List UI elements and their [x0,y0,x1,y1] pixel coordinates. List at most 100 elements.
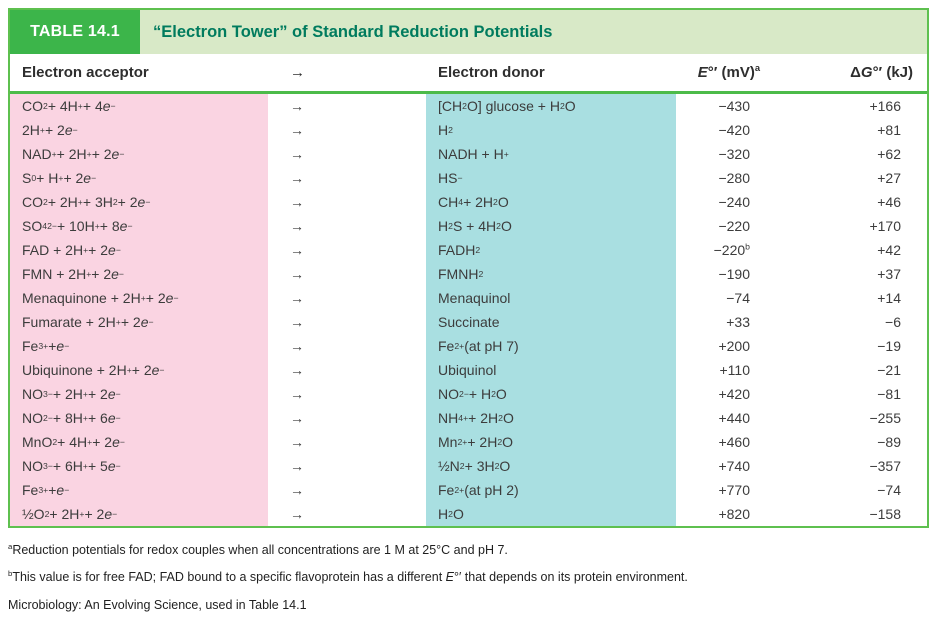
table-row: Fe 3+ + e − → Fe 2+ (at pH 7) +200 −19 [10,334,927,358]
dg-cell: +81 [877,122,901,138]
donor-cell: FADH 2 [426,238,676,262]
acceptor-cell: Fumarate + 2H + + 2 e − [10,310,268,334]
dg-cell: −74 [877,482,901,498]
acceptor-cell: MnO 2 + 4H + + 2 e − [10,430,268,454]
emv-cell: −430 [718,98,750,114]
table-row: CO 2 + 4H + + 4 e − → [CH 2 O] glucose + H 2 O −430… [10,94,927,118]
table-row: Fumarate + 2H + + 2 e − → Succinate +33 −6 [10,310,927,334]
arrow-cell: → [290,290,304,306]
arrow-cell: → [290,410,304,426]
arrow-cell: → [290,314,304,330]
emv-cell: −74 [726,290,750,306]
acceptor-cell: SO 4 2− + 10H + + 8 e − [10,214,268,238]
column-header-row: Electron acceptor → Electron donor E°′ (… [10,54,927,94]
donor-cell: HS − [426,166,676,190]
dg-cell: −6 [885,314,901,330]
arrow-cell: → [290,242,304,258]
emv-cell: +460 [718,434,750,450]
dg-cell: +14 [877,290,901,306]
dg-cell: +27 [877,170,901,186]
table-row: NO 2− + 8H + + 6 e − → NH 4 + + 2H 2 O +440 −255 [10,406,927,430]
arrow-cell: → [290,506,304,522]
acceptor-cell: FAD + 2H + + 2 e − [10,238,268,262]
donor-cell: NH 4 + + 2H 2 O [426,406,676,430]
dg-cell: +166 [869,98,901,114]
emv-cell: −420 [718,122,750,138]
column-header-acceptor: Electron acceptor [22,64,149,81]
arrow-cell: → [290,338,304,354]
arrow-cell: → [290,266,304,282]
donor-cell: Fe 2+ (at pH 2) [426,478,676,502]
dg-cell: +170 [869,218,901,234]
emv-cell: +110 [719,362,751,378]
donor-cell: Succinate [426,310,676,334]
dg-cell: −21 [877,362,901,378]
dg-cell: −89 [877,434,901,450]
dg-cell: −19 [877,338,901,354]
table-row: Ubiquinone + 2H + + 2 e − → Ubiquinol +110 −21 [10,358,927,382]
acceptor-cell: FMN + 2H + + 2 e − [10,262,268,286]
table-header-band: TABLE 14.1 “Electron Tower” of Standard … [10,10,927,54]
acceptor-cell: ½O 2 + 2H + + 2 e − [10,502,268,526]
table-row: MnO 2 + 4H + + 2 e − → Mn 2+ + 2H 2 O +460 −89 [10,430,927,454]
acceptor-cell: NO 2− + 8H + + 6 e − [10,406,268,430]
table-title-strip: “Electron Tower” of Standard Reduction P… [140,10,927,54]
table-row: NO 3− + 6H + + 5 e − → ½N 2 + 3H 2 O +740 −357 [10,454,927,478]
acceptor-cell: NAD + + 2H + + 2 e − [10,142,268,166]
table-row: FMN + 2H + + 2 e − → FMNH 2 −190 +37 [10,262,927,286]
arrow-cell: → [290,434,304,450]
emv-cell: −220 [718,218,750,234]
emv-cell: −220b [713,241,750,258]
acceptor-cell: Menaquinone + 2H + + 2 e − [10,286,268,310]
dg-cell: −357 [869,458,901,474]
arrow-cell: → [290,170,304,186]
footnote-a: aReduction potentials for redox couples … [8,541,508,557]
column-header-dg: ΔG°′ (kJ) [850,64,913,81]
arrow-cell: → [290,194,304,210]
emv-cell: +420 [718,386,750,402]
emv-cell: −280 [718,170,750,186]
arrow-cell: → [290,458,304,474]
dg-cell: −255 [869,410,901,426]
table-row: ½O 2 + 2H + + 2 e − → H 2 O +820 −158 [10,502,927,526]
dg-cell: +42 [877,242,901,258]
dg-cell: −158 [869,506,901,522]
table-row: 2H + + 2 e − → H 2 −420 +81 [10,118,927,142]
donor-cell: NADH + H + [426,142,676,166]
donor-cell: Ubiquinol [426,358,676,382]
dg-cell: +37 [877,266,901,282]
arrow-cell: → [290,146,304,162]
acceptor-cell: CO 2 + 2H + + 3H 2 + 2 e − [10,190,268,214]
table-body: CO 2 + 4H + + 4 e − → [CH 2 O] glucose + H 2 O −430… [10,94,927,526]
emv-cell: +200 [718,338,750,354]
donor-cell: Menaquinol [426,286,676,310]
arrow-cell: → [290,98,304,114]
emv-cell: +740 [718,458,750,474]
column-header-donor: Electron donor [438,64,545,81]
footnote-partial: Microbiology: An Evolving Science, used … [8,597,307,612]
table-row: CO 2 + 2H + + 3H 2 + 2 e − → CH 4 + 2H 2 O −240 +46 [10,190,927,214]
emv-cell: +33 [726,314,750,330]
acceptor-cell: Fe 3+ + e − [10,478,268,502]
arrow-cell: → [290,482,304,498]
emv-cell: +820 [718,506,750,522]
dg-cell: +62 [877,146,901,162]
acceptor-cell: Ubiquinone + 2H + + 2 e − [10,358,268,382]
reduction-potentials-table: TABLE 14.1 “Electron Tower” of Standard … [8,8,929,528]
emv-cell: +770 [718,482,750,498]
table-title: “Electron Tower” of Standard Reduction P… [153,22,553,41]
donor-cell: FMNH 2 [426,262,676,286]
dg-cell: +46 [877,194,901,210]
table-row: NAD + + 2H + + 2 e − → NADH + H + −320 +62 [10,142,927,166]
emv-cell: +440 [718,410,750,426]
footnote-b: bThis value is for free FAD; FAD bound t… [8,569,688,585]
column-header-emv: E°′ (mV)a [697,63,760,81]
table-row: NO 3− + 2H + + 2 e − → NO 2− + H 2 O +420 −81 [10,382,927,406]
emv-cell: −240 [718,194,750,210]
